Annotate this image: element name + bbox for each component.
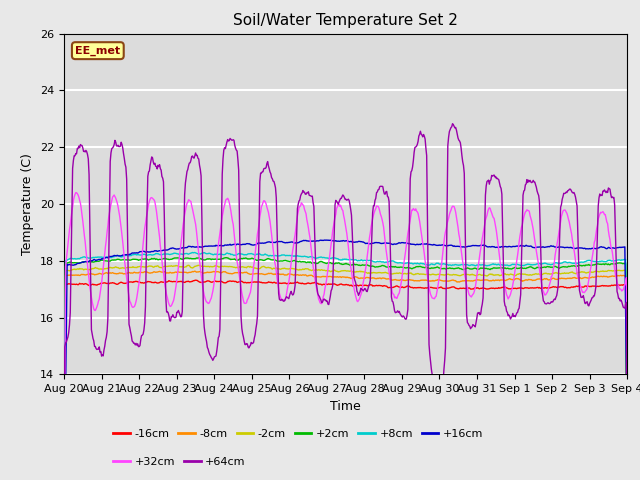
Text: EE_met: EE_met [76, 46, 120, 56]
X-axis label: Time: Time [330, 400, 361, 413]
Y-axis label: Temperature (C): Temperature (C) [22, 153, 35, 255]
Legend: +32cm, +64cm: +32cm, +64cm [109, 452, 250, 471]
Title: Soil/Water Temperature Set 2: Soil/Water Temperature Set 2 [233, 13, 458, 28]
